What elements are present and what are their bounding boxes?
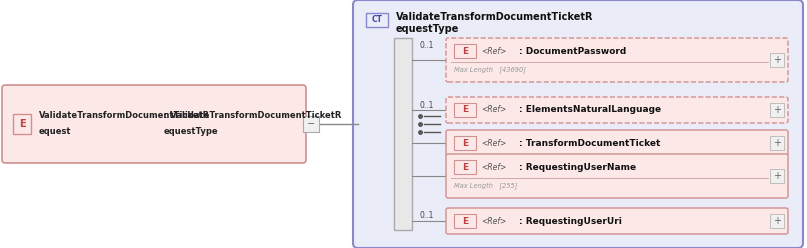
Bar xyxy=(454,160,476,174)
FancyBboxPatch shape xyxy=(446,97,788,123)
Bar xyxy=(770,214,784,228)
FancyBboxPatch shape xyxy=(2,85,306,163)
Bar xyxy=(366,13,388,27)
Text: : TransformDocumentTicket: : TransformDocumentTicket xyxy=(519,138,660,148)
Text: <Ref>: <Ref> xyxy=(481,47,506,56)
FancyBboxPatch shape xyxy=(446,130,788,156)
Text: <Ref>: <Ref> xyxy=(481,105,506,115)
Bar xyxy=(770,53,784,67)
FancyBboxPatch shape xyxy=(353,0,803,248)
Text: Max Length   [255]: Max Length [255] xyxy=(454,183,517,189)
Bar xyxy=(770,169,784,183)
Text: E: E xyxy=(462,217,468,225)
Text: : ValidateTransformDocumentTicketR: : ValidateTransformDocumentTicketR xyxy=(164,112,341,121)
Bar xyxy=(303,116,319,132)
Bar xyxy=(454,136,476,150)
Bar xyxy=(454,214,476,228)
Text: equest: equest xyxy=(39,127,72,136)
FancyBboxPatch shape xyxy=(446,208,788,234)
Text: 0..1: 0..1 xyxy=(420,100,434,110)
Text: 0..1: 0..1 xyxy=(420,212,434,220)
Text: <Ref>: <Ref> xyxy=(481,138,506,148)
Text: +: + xyxy=(773,171,781,181)
Bar xyxy=(770,136,784,150)
Bar xyxy=(454,44,476,58)
Text: : RequestingUserName: : RequestingUserName xyxy=(519,162,636,172)
Text: Max Length   [43690]: Max Length [43690] xyxy=(454,66,526,73)
Text: +: + xyxy=(773,138,781,148)
Text: ValidateTransformDocumentTicketR: ValidateTransformDocumentTicketR xyxy=(396,12,593,22)
Bar xyxy=(454,103,476,117)
Text: : ElementsNaturalLanguage: : ElementsNaturalLanguage xyxy=(519,105,661,115)
Text: equestType: equestType xyxy=(396,24,459,34)
Text: E: E xyxy=(19,119,25,129)
FancyBboxPatch shape xyxy=(446,154,788,198)
Text: : DocumentPassword: : DocumentPassword xyxy=(519,47,626,56)
Text: equestType: equestType xyxy=(164,127,219,136)
Text: <Ref>: <Ref> xyxy=(481,217,506,225)
Bar xyxy=(394,38,412,230)
Text: −: − xyxy=(307,119,315,129)
FancyBboxPatch shape xyxy=(446,38,788,82)
Text: : RequestingUserUri: : RequestingUserUri xyxy=(519,217,622,225)
Text: +: + xyxy=(773,105,781,115)
Text: +: + xyxy=(773,216,781,226)
Text: E: E xyxy=(462,162,468,172)
Bar xyxy=(13,114,31,134)
Text: CT: CT xyxy=(371,15,383,25)
Text: ValidateTransformDocumentTicketR: ValidateTransformDocumentTicketR xyxy=(39,112,210,121)
Text: <Ref>: <Ref> xyxy=(481,162,506,172)
Text: E: E xyxy=(462,138,468,148)
Text: E: E xyxy=(462,105,468,115)
Bar xyxy=(770,103,784,117)
Text: 0..1: 0..1 xyxy=(420,41,434,51)
Text: E: E xyxy=(462,47,468,56)
Text: +: + xyxy=(773,55,781,65)
